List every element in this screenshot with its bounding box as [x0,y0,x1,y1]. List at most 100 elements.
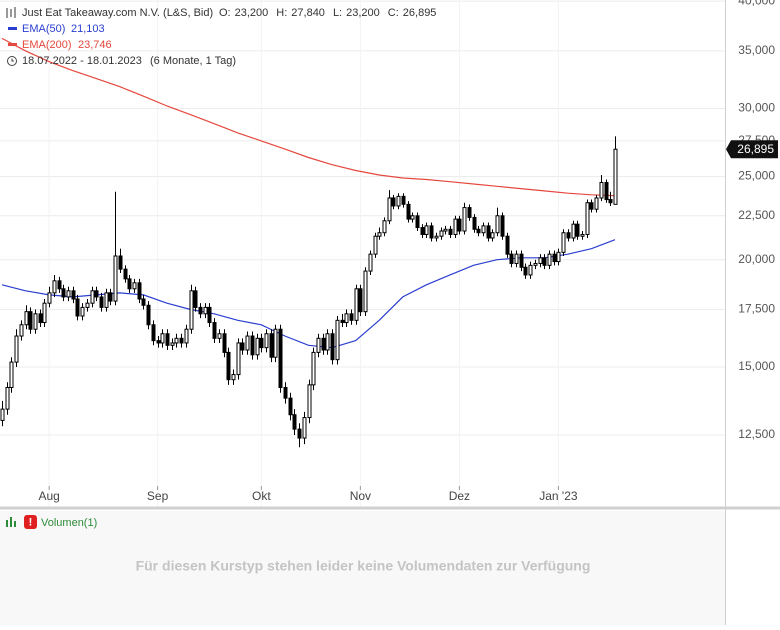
candle-body [127,278,132,290]
candles [0,136,618,448]
candle-body [151,324,156,342]
candle-body [292,414,297,430]
price-badge [726,140,778,159]
volume-label[interactable]: Volumen(1) [41,517,97,529]
candle-body [146,304,151,326]
candle-body [288,397,293,416]
x-tick-label: Jan '23 [539,489,578,503]
candle-body [0,408,5,421]
candle-body [344,313,349,324]
candle-body [373,235,378,255]
candle-body [391,197,396,207]
candle-body [533,262,538,266]
volume-icon [14,521,16,527]
candle-body [608,199,613,204]
candle-body [165,333,170,346]
candle-body [189,290,194,330]
candle-body [547,253,552,266]
candle-body [514,253,519,264]
price-badge-label: 26,895 [737,142,774,156]
x-tick-label: Okt [252,489,271,503]
header: Just Eat Takeaway.com N.V. (L&S, Bid) O:… [6,7,437,67]
candle-body [580,233,585,237]
volume-header: ! Volumen(1) [6,515,97,529]
date-range: 18.07.2022 - 18.01.2023 [22,55,142,67]
candle-body [193,290,198,308]
volume-icon [6,520,8,527]
candle-body [613,148,618,205]
candle-body [481,225,486,234]
candle-body [226,351,231,381]
candle-body [585,202,590,235]
candle-body [240,342,245,351]
candle-body [495,215,500,234]
candle-body [259,337,264,349]
candle-body [505,235,510,255]
candle-body [462,207,467,232]
candle-body [500,215,505,237]
ohlc-value: 26,895 [403,7,437,19]
candle-body [556,251,561,263]
candle-body [589,202,594,210]
candle-body [599,181,604,199]
candle-body [368,253,373,272]
candle-body [236,342,241,376]
candle-body [198,306,203,315]
volume-pane [0,511,726,625]
candle-body [5,386,10,410]
y-tick-label: 25,000 [738,169,775,183]
candle-body [113,255,118,302]
candle-body [90,290,95,304]
candle-body [358,288,363,313]
volume-icon [10,517,12,527]
y-tick-label: 15,000 [738,359,775,373]
ohlc-name: O: [219,7,231,19]
legend-swatch [8,43,17,46]
warning-mark: ! [29,516,33,528]
candle-body [571,223,576,239]
candle-body [316,337,321,353]
candle-body [538,257,543,264]
candle-body [231,374,236,381]
legend-label: EMA(50) [22,23,65,35]
candle-body [523,266,528,276]
candle-body [302,417,307,439]
candle-body [420,227,425,235]
legend-value: 23,746 [78,39,112,51]
candle-body [354,288,359,321]
warning-icon[interactable] [24,515,37,529]
candle-body [401,195,406,205]
candle-body [377,232,382,237]
candle-body [439,230,444,237]
candle-body [94,290,99,298]
candle-body [118,255,123,270]
ohlc-value: 23,200 [346,7,380,19]
candle-body [269,333,274,358]
candle-body [217,333,222,339]
candle-body [457,218,462,232]
candle-body [19,324,24,337]
x-tick-label: Dez [449,489,470,503]
candle-body [542,257,547,266]
candle-body [325,333,330,351]
candle-body [255,337,260,356]
candle-body [604,181,609,201]
y-tick-label: 22,500 [738,208,775,222]
candle-body [396,195,401,207]
candle-body [349,313,354,321]
legend-swatch [8,27,17,30]
candle-body [160,333,165,344]
candle-body [66,290,71,298]
candle-body [38,313,43,324]
candle-body [137,282,142,300]
candle-body [264,333,269,349]
ohlc-value: 27,840 [291,7,325,19]
candle-body [108,292,113,302]
x-tick-label: Sep [147,489,169,503]
candle-body [363,270,368,313]
candle-body [406,203,411,220]
candle-body [528,264,533,276]
y-tick-label: 35,000 [738,43,775,57]
candle-body [203,306,208,315]
candle-body [415,215,420,229]
